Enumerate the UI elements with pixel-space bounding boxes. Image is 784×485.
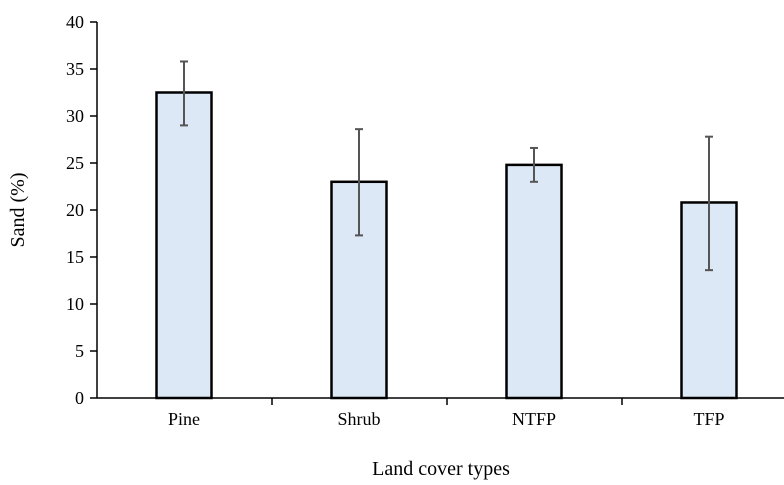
y-tick-label: 20	[66, 200, 84, 220]
y-tick-label: 15	[66, 247, 84, 267]
bars	[155, 91, 738, 400]
x-tick-label-shrub: Shrub	[337, 409, 380, 429]
y-tick-label: 40	[66, 12, 84, 32]
y-tick-label: 0	[75, 388, 84, 408]
y-tick-label: 30	[66, 106, 84, 126]
error-bar-shrub	[355, 128, 363, 237]
x-axis-labels: Pine Shrub NTFP TFP	[168, 398, 725, 429]
y-axis-title: Sand (%)	[7, 173, 29, 248]
y-tick-label: 35	[66, 59, 84, 79]
x-tick-label-tfp: TFP	[693, 409, 724, 429]
bar-ntfp	[505, 163, 563, 400]
x-tick-label-ntfp: NTFP	[512, 409, 556, 429]
error-bars	[180, 60, 713, 272]
y-tick-label: 10	[66, 294, 84, 314]
x-tick-label-pine: Pine	[168, 409, 200, 429]
error-bar-ntfp	[530, 146, 538, 183]
error-bar-pine	[180, 60, 188, 127]
y-tick-label: 5	[75, 341, 84, 361]
x-axis-title: Land cover types	[372, 458, 510, 480]
error-bar-tfp	[705, 135, 713, 272]
y-tick-label: 25	[66, 153, 84, 173]
bar-pine	[155, 91, 213, 400]
y-axis-ticks: 0 5 10 15 20 25 30 35 40	[66, 12, 97, 408]
